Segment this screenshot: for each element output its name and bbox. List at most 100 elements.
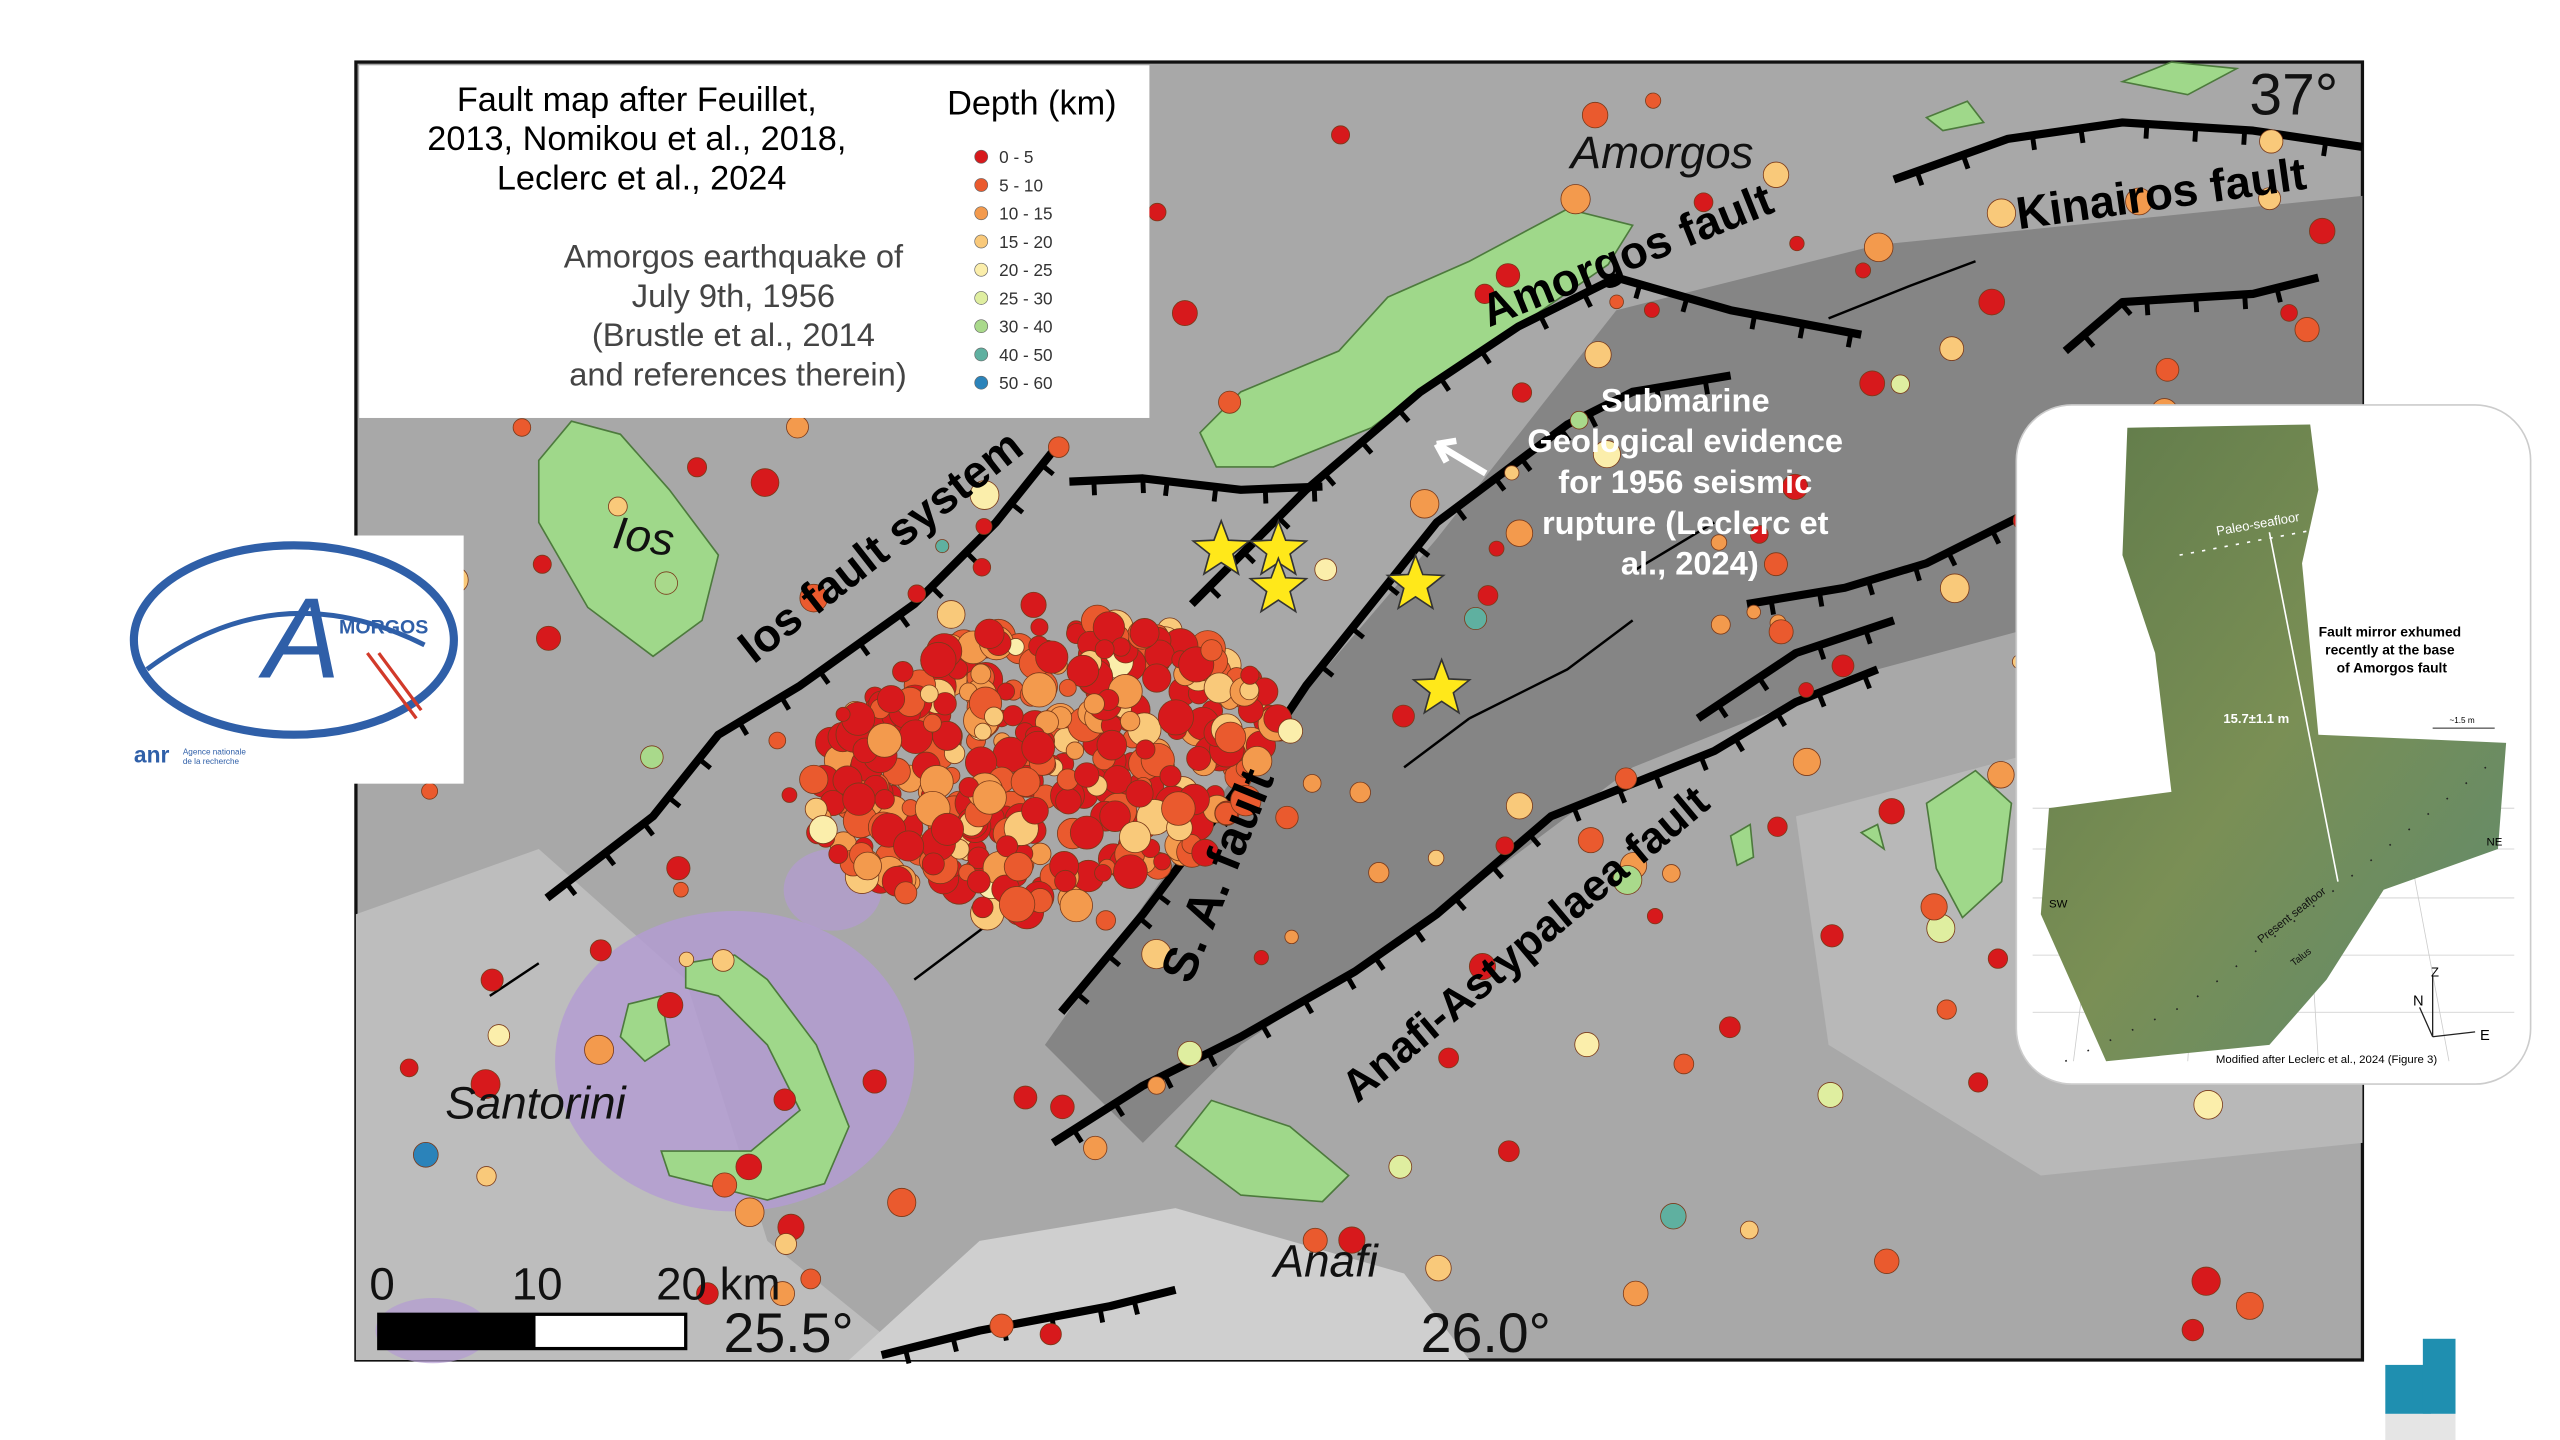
earthquake [584, 1034, 615, 1065]
fault-tick [1768, 599, 1776, 615]
earthquake [532, 554, 552, 574]
place-label: Ios [610, 507, 677, 566]
inset-label: E [2480, 1028, 2490, 1044]
earthquake [1050, 1094, 1075, 1120]
earthquake [1069, 815, 1104, 850]
earthquake [1055, 787, 1082, 815]
earthquake [853, 851, 882, 881]
earthquake [974, 722, 992, 741]
earthquake [1762, 161, 1790, 188]
fault-tick [1946, 551, 1958, 567]
minor-fault [1632, 521, 1715, 573]
earthquake [808, 815, 838, 845]
fault-tick [2321, 141, 2329, 157]
fault-tick [1519, 457, 1533, 473]
earthquake [1021, 672, 1057, 708]
earthquake [773, 1088, 796, 1111]
legend-label: 10 - 15 [999, 204, 1052, 224]
earthquake [421, 782, 439, 800]
earthquake [696, 1282, 719, 1305]
earthquake [1560, 184, 1591, 215]
map: Fault map after Feuillet, 2013, Nomikou … [354, 60, 2365, 1365]
earthquake [842, 782, 876, 816]
earthquake [984, 706, 1004, 727]
fault-tick [1071, 1128, 1084, 1144]
legend-box [359, 65, 1150, 418]
fault [1892, 118, 2364, 184]
earthquake [1577, 827, 1604, 854]
fault-tick [1345, 974, 1357, 990]
earthquake [1284, 929, 1299, 945]
fault-tick [857, 641, 871, 657]
earthquake [933, 692, 957, 716]
inset-label: Z [2431, 964, 2439, 979]
earthquake [412, 1141, 439, 1168]
annotation-line: al., 2024) [1621, 545, 1759, 582]
earthquake [1425, 1254, 1452, 1282]
logo-anr: anr [134, 741, 170, 767]
earthquake [1574, 1032, 1600, 1058]
historic-epicenters [435, 281, 1472, 715]
earthquake [1409, 489, 1440, 519]
legend-line: July 9th, 1956 [632, 277, 835, 314]
earthquake [1099, 800, 1131, 832]
fault-tick [1581, 292, 1593, 308]
fault-tick [1075, 991, 1090, 1005]
logo: A MORGOS anr Agence nationale de la rech… [129, 535, 464, 784]
star [1248, 556, 1309, 614]
fault-tick [1360, 440, 1374, 455]
agency-line: de la recherche [183, 757, 240, 766]
earthquake [923, 713, 942, 733]
earthquake [1161, 791, 1196, 826]
island-ios [537, 420, 720, 658]
fault-tick [1749, 314, 1758, 330]
earthquake [877, 685, 906, 714]
earthquake [2181, 1318, 2205, 1342]
fault-tick [1538, 314, 1550, 330]
logo-word: MORGOS [339, 616, 428, 638]
legend-line: Leclerc et al., 2024 [497, 159, 787, 197]
earthquake [1111, 637, 1131, 657]
fault-tick [1633, 283, 1643, 300]
earthquake [1058, 679, 1077, 697]
earthquake [1505, 519, 1534, 547]
earthquake [967, 869, 991, 894]
annotation-line: Submarine [1601, 381, 1770, 418]
fault-tick [1322, 472, 1337, 487]
star [1411, 657, 1472, 715]
earthquake [1495, 263, 1521, 288]
earthquake [800, 1268, 822, 1290]
earthquake [1147, 1076, 1166, 1095]
fault-tick [1207, 585, 1222, 599]
earthquake [2155, 357, 2180, 382]
fault-tick [1415, 544, 1431, 558]
earthquake [1859, 370, 1886, 397]
earthquake [775, 1233, 797, 1255]
legend-label: 40 - 50 [999, 345, 1052, 365]
earthquake [975, 518, 993, 535]
earthquake [1039, 1323, 1062, 1346]
earthquake [1645, 92, 1662, 109]
earthquake [1768, 619, 1794, 645]
earthquake [892, 660, 914, 683]
earthquake [1020, 591, 1047, 618]
fault-tick [1438, 376, 1451, 392]
earthquake [1392, 704, 1415, 728]
earthquake [2193, 1090, 2223, 1120]
earthquake [1214, 721, 1247, 754]
place-label: Amorgos [1568, 127, 1754, 178]
fault-tick [2119, 301, 2133, 316]
earthquake [1987, 948, 2009, 969]
earthquake [2309, 217, 2336, 245]
scale-label: 10 [512, 1259, 563, 1310]
fault-tick [564, 881, 578, 897]
earthquake [1388, 1154, 1413, 1179]
earthquake [476, 1166, 497, 1187]
fault-tick [1960, 154, 1971, 170]
earthquake [1464, 606, 1488, 631]
earthquake [1987, 761, 2015, 789]
legend-swatch [974, 291, 989, 305]
legend-label: 30 - 40 [999, 317, 1052, 337]
island-astypalaea [1925, 769, 2013, 919]
star [1191, 518, 1252, 576]
